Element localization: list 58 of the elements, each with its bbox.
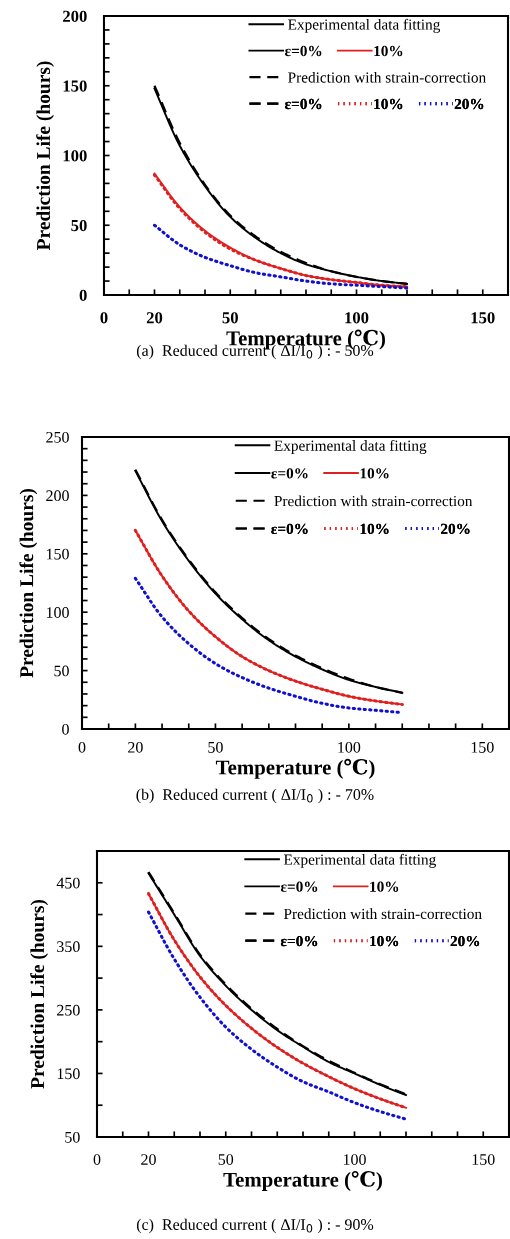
y-tick-label: 0 xyxy=(62,723,69,735)
x-tick-label: 150 xyxy=(471,312,495,324)
x-tick-label: 100 xyxy=(338,741,361,753)
x-tick-label: 20 xyxy=(146,312,163,324)
annotation: Prediction with strain-correction xyxy=(283,908,482,920)
y-axis-title: Prediction Life (hours) xyxy=(36,61,54,251)
y-axis-title: Prediction Life (hours) xyxy=(30,899,49,1089)
y-tick-label: 250 xyxy=(57,1004,80,1016)
y-tick-label: 50 xyxy=(65,1131,80,1143)
y-tick-label: 50 xyxy=(54,665,69,677)
legend-label: 10% xyxy=(360,523,389,535)
legend-label: 10% xyxy=(370,935,399,947)
y-tick-label: 50 xyxy=(71,219,87,232)
y-tick-label: 150 xyxy=(63,80,87,92)
legend-label: ε=0% xyxy=(271,523,308,535)
x-tick-label: 150 xyxy=(472,1154,495,1165)
annotation: Experimental data fitting xyxy=(288,18,441,33)
legend-label: 10% xyxy=(370,881,399,892)
text: (b) Reduced current ( ΔI/I$_{0}$ ) : - 70% xyxy=(136,788,374,804)
x-tick-label: 0 xyxy=(93,1154,101,1165)
legend-label: 10% xyxy=(360,468,389,479)
x-tick-label: 150 xyxy=(471,741,494,753)
legend-label: ε=0% xyxy=(285,45,322,57)
legend-label: ε=0% xyxy=(285,98,322,110)
x-tick-label: 50 xyxy=(218,1154,234,1165)
legend-label: ε=0% xyxy=(280,935,318,947)
annotation: Prediction with strain-correction xyxy=(288,71,486,83)
x-tick-label: 50 xyxy=(222,312,238,324)
x-axis-title: Temperature (℃) xyxy=(215,758,375,779)
y-tick-label: 100 xyxy=(63,150,87,162)
x-tick-label: 50 xyxy=(208,741,223,753)
x-tick-label: 100 xyxy=(345,312,369,324)
legend-label: ε=0% xyxy=(280,881,318,892)
legend-label: 20% xyxy=(454,98,484,110)
x-axis-title: Temperature (℃) xyxy=(223,1170,382,1191)
y-tick-label: 200 xyxy=(46,490,69,502)
y-tick-label: 0 xyxy=(79,289,87,301)
text: (c) Reduced current ( ΔI/I$_{0}$ ) : - 90% xyxy=(136,1218,374,1234)
annotation: Prediction with strain-correction xyxy=(274,495,473,507)
x-tick-label: 20 xyxy=(141,1154,156,1165)
legend-label: 10% xyxy=(374,98,403,110)
y-tick-label: 150 xyxy=(46,548,69,560)
annotation: Experimental data fitting xyxy=(283,853,436,868)
legend-label: 10% xyxy=(374,45,403,57)
y-tick-label: 200 xyxy=(63,10,87,22)
legend-label: ε=0% xyxy=(271,468,308,479)
y-tick-label: 350 xyxy=(57,941,80,953)
y-tick-label: 450 xyxy=(56,877,80,889)
legend-label: 20% xyxy=(450,935,480,947)
x-tick-label: 100 xyxy=(343,1154,366,1165)
x-tick-label: 20 xyxy=(128,741,143,753)
annotation: Experimental data fitting xyxy=(274,439,427,454)
y-axis-title: Prediction Life (hours) xyxy=(19,488,38,678)
y-tick-label: 250 xyxy=(46,431,69,443)
y-tick-label: 150 xyxy=(57,1068,80,1080)
x-tick-label: 0 xyxy=(100,312,108,324)
legend-label: 20% xyxy=(441,523,470,535)
y-tick-label: 100 xyxy=(46,607,69,618)
